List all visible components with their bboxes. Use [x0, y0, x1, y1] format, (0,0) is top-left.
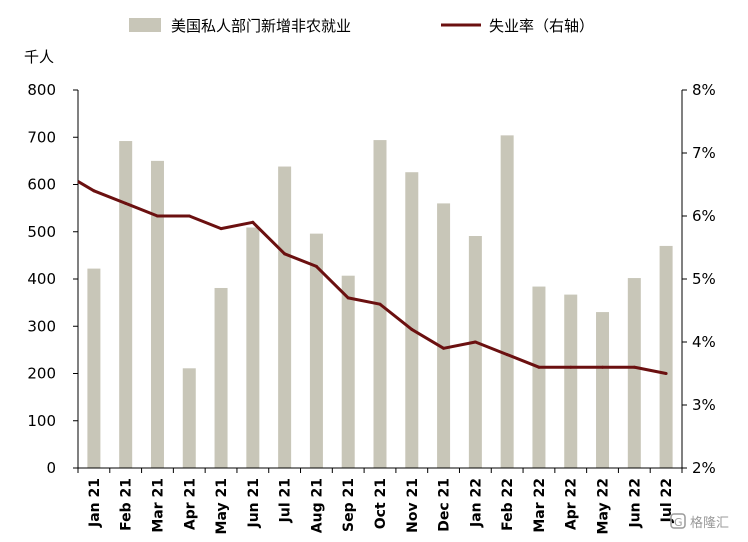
x-tick-label-8: Sep 21 — [341, 478, 357, 532]
y-right-tick-5: 7% — [692, 144, 716, 162]
y-left-tick-6: 600 — [27, 176, 56, 194]
bar-3 — [182, 368, 196, 468]
y-left-tick-7: 700 — [27, 128, 56, 146]
legend-label-bars: 美国私人部门新增非农就业 — [171, 17, 351, 35]
x-tick-label-7: Aug 21 — [309, 478, 325, 533]
y-left-tick-2: 200 — [27, 365, 56, 383]
line-point-18 — [664, 372, 668, 375]
bar-1 — [119, 141, 133, 468]
bar-17 — [627, 278, 641, 468]
bar-18 — [659, 245, 673, 468]
bar-5 — [246, 227, 260, 468]
line-point-16 — [601, 365, 605, 369]
line-point-10 — [410, 327, 414, 331]
y-right-ticks: 2% 3% 4% 5% 6% 7% 8% — [682, 81, 716, 477]
x-tick-label-0: Jan 21 — [87, 478, 103, 528]
line-point-3 — [187, 214, 191, 218]
x-tick-label-4: May 21 — [214, 478, 230, 534]
line-unemployment — [77, 180, 667, 375]
bar-4 — [214, 287, 228, 468]
line-point-8 — [346, 296, 350, 300]
bar-2 — [150, 160, 164, 468]
x-tick-label-2: Mar 21 — [150, 478, 166, 533]
line-point-12 — [473, 340, 477, 344]
x-tick-label-14: Mar 22 — [532, 478, 548, 533]
line-point-5 — [251, 220, 255, 224]
watermark-logo-icon — [670, 513, 686, 529]
y-left-ticks: 0 100 200 300 400 500 600 700 800 — [27, 81, 78, 477]
line-point-13 — [505, 353, 509, 357]
y-right-tick-2: 4% — [692, 333, 716, 351]
legend-swatch-bars — [129, 18, 161, 32]
bar-0 — [87, 268, 101, 468]
line-point-2 — [155, 214, 159, 218]
x-tick-label-17: Jun 22 — [627, 478, 643, 529]
y-right-tick-6: 8% — [692, 81, 716, 99]
x-tick-label-15: Apr 22 — [564, 478, 580, 530]
bar-13 — [500, 135, 514, 469]
y-left-tick-3: 300 — [27, 317, 56, 335]
bar-8 — [341, 275, 355, 468]
legend: 美国私人部门新增非农就业 失业率（右轴） — [129, 17, 594, 35]
x-tick-label-11: Dec 21 — [437, 478, 453, 532]
x-tick-label-5: Jun 21 — [246, 478, 262, 529]
y-right-tick-1: 3% — [692, 396, 716, 414]
y-left-unit-label: 千人 — [24, 48, 54, 66]
x-tick-label-18: Jul 22 — [659, 478, 675, 523]
x-tick-labels: Jan 21 Feb 21 Mar 21 Apr 21 May 21 Jun 21 Jul … — [87, 478, 675, 534]
line-point-0 — [92, 189, 96, 193]
line-point-4 — [219, 227, 223, 231]
y-right-tick-4: 6% — [692, 207, 716, 225]
x-tick-label-16: May 22 — [596, 478, 612, 534]
x-tick-label-6: Jul 21 — [278, 478, 294, 523]
x-tick-label-13: Feb 22 — [500, 478, 516, 531]
line-point-17 — [632, 365, 636, 369]
bar-15 — [564, 294, 578, 468]
y-right-tick-0: 2% — [692, 459, 716, 477]
bar-6 — [278, 166, 292, 469]
line-point-14 — [537, 365, 541, 369]
line-point-1 — [124, 201, 128, 205]
line-group — [77, 180, 668, 375]
bar-10 — [405, 172, 419, 468]
y-left-tick-1: 100 — [27, 412, 56, 430]
legend-label-line: 失业率（右轴） — [489, 17, 594, 35]
bars-group — [87, 135, 673, 469]
line-point-15 — [569, 365, 573, 369]
bar-12 — [468, 236, 482, 468]
line-point-6 — [283, 252, 287, 256]
y-left-tick-8: 800 — [27, 81, 56, 99]
watermark-logo-glyph: G — [674, 516, 683, 529]
line-point-9 — [378, 302, 382, 306]
bar-7 — [309, 233, 323, 468]
line-point-7 — [314, 264, 318, 268]
x-tick-label-9: Oct 21 — [373, 478, 389, 529]
x-tick-label-1: Feb 21 — [119, 478, 135, 531]
y-right-tick-3: 5% — [692, 270, 716, 288]
watermark-text: 格隆汇 — [690, 515, 729, 531]
x-tick-label-12: Jan 22 — [468, 478, 484, 528]
bar-11 — [437, 203, 451, 468]
line-point-11 — [442, 346, 446, 350]
bar-16 — [596, 312, 610, 468]
y-left-tick-5: 500 — [27, 223, 56, 241]
bar-14 — [532, 286, 546, 468]
y-left-tick-4: 400 — [27, 270, 56, 288]
y-left-tick-0: 0 — [46, 459, 56, 477]
x-tick-label-10: Nov 21 — [405, 478, 421, 533]
watermark: G 格隆汇 — [670, 513, 729, 531]
x-tick-label-3: Apr 21 — [182, 478, 198, 530]
